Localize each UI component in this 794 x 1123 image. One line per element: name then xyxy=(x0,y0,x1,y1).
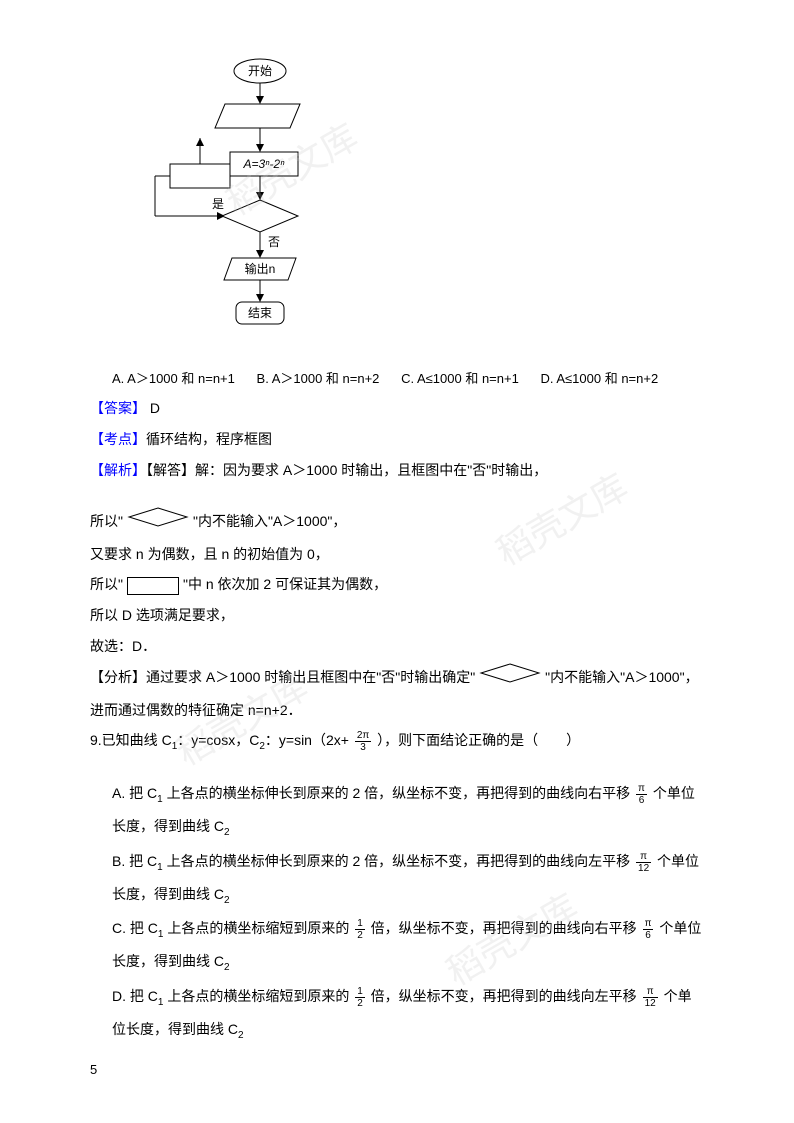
analysis-row3: 又要求 n 为偶数，且 n 的初始值为 0， xyxy=(90,539,704,570)
q9-opt-c: C. 把 C1 上各点的横坐标缩短到原来的 12 倍，纵坐标不变，再把得到的曲线… xyxy=(112,913,704,979)
analysis-l1: 解：因为要求 A＞1000 时输出，且框图中在"否"时输出， xyxy=(195,462,547,478)
diamond-icon xyxy=(127,506,189,539)
flowchart-diagram: 开始 A=3ⁿ-2ⁿ 是 否 输出n 结束 xyxy=(140,56,704,347)
answer-row: 【答案】 D xyxy=(90,393,704,424)
topic-label: 【考点】 xyxy=(90,431,146,447)
topic-value: 循环结构，程序框图 xyxy=(146,431,272,447)
flowchart-output: 输出n xyxy=(245,261,276,276)
analysis-row6: 故选：D． xyxy=(90,631,704,662)
q9-stem: 9.已知曲线 C1：y=cosx，C2：y=sin（2x+ 2π3 ），则下面结… xyxy=(90,725,704,758)
flowchart-start: 开始 xyxy=(248,64,272,78)
q8-opt-c: C. A≤1000 和 n=n+1 xyxy=(401,371,519,386)
flowchart-yes: 是 xyxy=(212,197,224,211)
flowchart-formula: A=3ⁿ-2ⁿ xyxy=(242,157,285,171)
analysis-l4b: "中 n 依次加 2 可保证其为偶数， xyxy=(183,576,387,592)
flowchart-end: 结束 xyxy=(248,306,272,320)
analysis-label: 【解析】 xyxy=(90,462,146,478)
solve-label: 【解答】 xyxy=(146,462,195,478)
answer-label: 【答案】 xyxy=(90,400,146,416)
analysis-row4: 所以" "中 n 依次加 2 可保证其为偶数， xyxy=(90,569,704,600)
q8-opt-d: D. A≤1000 和 n=n+2 xyxy=(540,371,658,386)
analysis-l2b: "内不能输入"A＞1000"， xyxy=(193,513,346,529)
analysis-row5: 所以 D 选项满足要求， xyxy=(90,600,704,631)
q8-opt-a: A. A＞1000 和 n=n+1 xyxy=(112,371,235,386)
q8-opt-b: B. A＞1000 和 n=n+2 xyxy=(257,371,380,386)
analysis-row1: 【解析】【解答】解：因为要求 A＞1000 时输出，且框图中在"否"时输出， xyxy=(90,455,704,486)
analysis-fenxi: 【分析】通过要求 A＞1000 时输出且框图中在"否"时输出确定""内不能输入"… xyxy=(90,662,704,726)
analysis-l2a: 所以" xyxy=(90,513,123,529)
page-number: 5 xyxy=(90,1056,97,1085)
diamond-icon xyxy=(479,662,541,695)
fenxi-label: 【分析】 xyxy=(90,669,146,685)
fenxi-a: 通过要求 A＞1000 时输出且框图中在"否"时输出确定" xyxy=(146,669,475,685)
q9-opt-d: D. 把 C1 上各点的横坐标缩短到原来的 12 倍，纵坐标不变，再把得到的曲线… xyxy=(112,981,704,1047)
q9-opt-a: A. 把 C1 上各点的横坐标伸长到原来的 2 倍，纵坐标不变，再把得到的曲线向… xyxy=(112,778,704,844)
q9-options: A. 把 C1 上各点的横坐标伸长到原来的 2 倍，纵坐标不变，再把得到的曲线向… xyxy=(90,778,704,1046)
topic-row: 【考点】循环结构，程序框图 xyxy=(90,424,704,455)
flowchart-no: 否 xyxy=(268,235,280,249)
q8-options: A. A＞1000 和 n=n+1 B. A＞1000 和 n=n+2 C. A… xyxy=(90,365,704,394)
analysis-row2: 所以" "内不能输入"A＞1000"， xyxy=(90,506,704,539)
answer-value: D xyxy=(150,400,160,416)
analysis-l4a: 所以" xyxy=(90,576,123,592)
rect-icon xyxy=(127,577,179,595)
q9-opt-b: B. 把 C1 上各点的横坐标伸长到原来的 2 倍，纵坐标不变，再把得到的曲线向… xyxy=(112,846,704,912)
